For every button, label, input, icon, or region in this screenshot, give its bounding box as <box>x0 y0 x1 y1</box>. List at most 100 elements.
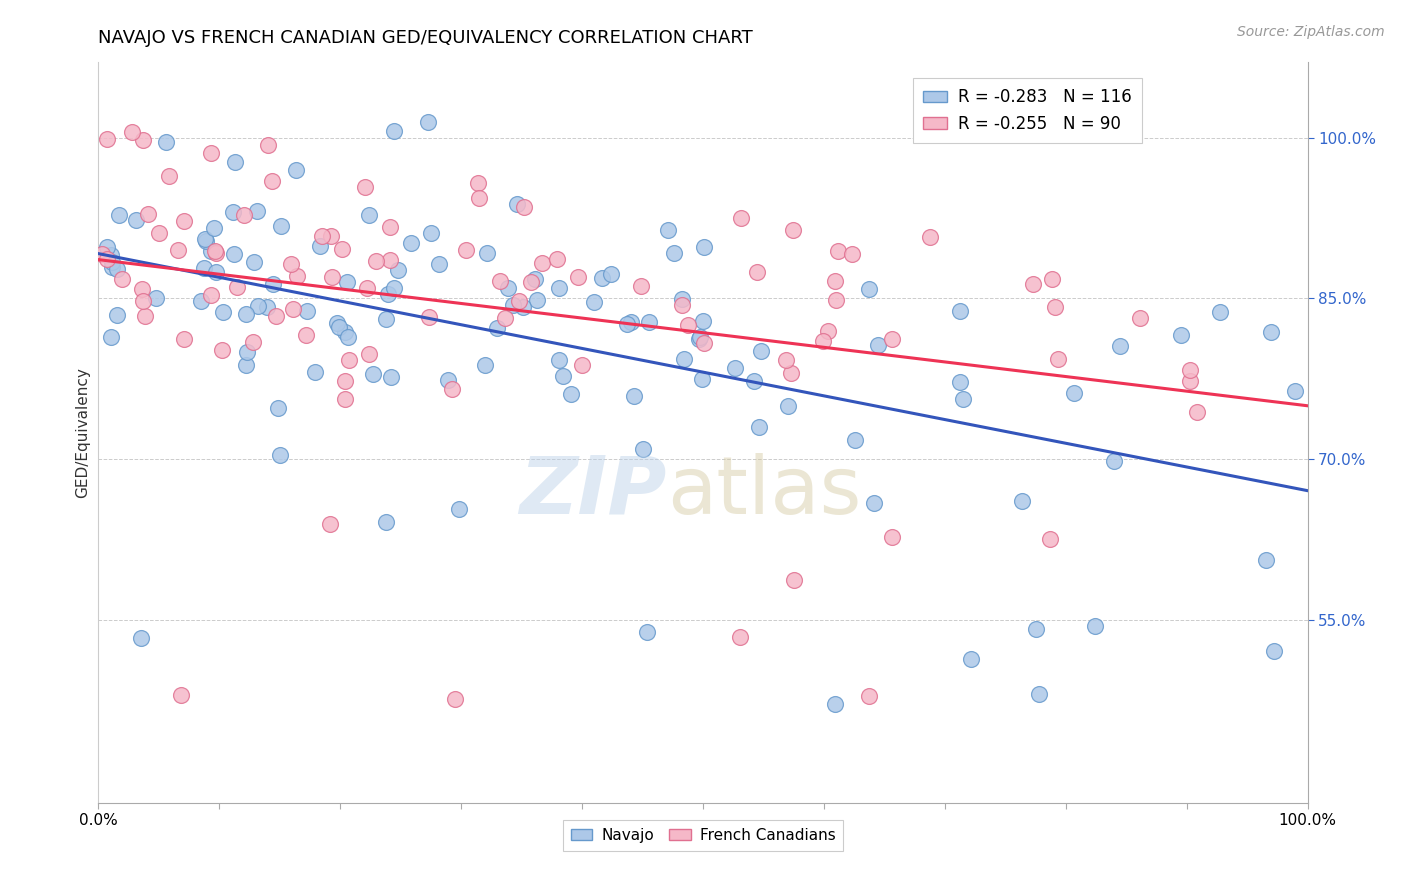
Point <box>496 281 519 295</box>
Point <box>246 299 269 313</box>
Point <box>505 197 527 211</box>
Point <box>200 244 222 258</box>
Point <box>676 318 699 332</box>
Point <box>285 162 308 177</box>
Point <box>336 275 359 289</box>
Point <box>599 267 621 281</box>
Point <box>222 205 245 219</box>
Point <box>858 690 880 704</box>
Point <box>222 246 245 260</box>
Point <box>623 389 645 403</box>
Point <box>266 401 288 415</box>
Point <box>357 347 380 361</box>
Point <box>190 294 212 309</box>
Point <box>336 330 359 344</box>
Point <box>243 255 266 269</box>
Point <box>827 244 849 259</box>
Point <box>1260 325 1282 339</box>
Point <box>382 124 405 138</box>
Point <box>1043 300 1066 314</box>
Point <box>354 180 377 194</box>
Point <box>1028 687 1050 701</box>
Point <box>1025 623 1047 637</box>
Point <box>242 334 264 349</box>
Point <box>270 219 292 234</box>
Point <box>866 337 889 351</box>
Point <box>295 328 318 343</box>
Point <box>134 309 156 323</box>
Point <box>121 125 143 139</box>
Point <box>813 334 835 348</box>
Point <box>657 223 679 237</box>
Point <box>321 270 343 285</box>
Point <box>204 244 226 258</box>
Point <box>155 135 177 149</box>
Point <box>817 324 839 338</box>
Point <box>224 155 246 169</box>
Point <box>262 277 284 291</box>
Point <box>920 230 942 244</box>
Point <box>443 691 465 706</box>
Point <box>858 281 880 295</box>
Point <box>1185 405 1208 419</box>
Point <box>378 220 401 235</box>
Point <box>749 343 772 358</box>
Point <box>266 309 288 323</box>
Point <box>1084 619 1107 633</box>
Point <box>1104 454 1126 468</box>
Point <box>1039 533 1062 547</box>
Point <box>157 169 180 183</box>
Point <box>337 353 360 368</box>
Point <box>571 359 593 373</box>
Point <box>636 624 658 639</box>
Point <box>129 631 152 645</box>
Point <box>494 311 516 326</box>
Point <box>591 270 613 285</box>
Point <box>776 399 799 413</box>
Point <box>1263 644 1285 658</box>
Point <box>824 697 846 711</box>
Point <box>531 256 554 270</box>
Point <box>630 278 652 293</box>
Point <box>366 253 388 268</box>
Point <box>105 308 128 322</box>
Point <box>486 321 509 335</box>
Point <box>377 287 399 301</box>
Point <box>526 293 548 307</box>
Point <box>779 366 801 380</box>
Point <box>96 132 118 146</box>
Point <box>96 252 118 266</box>
Point <box>1021 277 1043 292</box>
Point <box>440 382 463 396</box>
Point <box>145 291 167 305</box>
Y-axis label: GED/Equivalency: GED/Equivalency <box>75 368 90 498</box>
Point <box>567 269 589 284</box>
Point <box>1170 327 1192 342</box>
Point <box>949 375 972 389</box>
Point <box>100 255 122 269</box>
Point <box>742 374 765 388</box>
Point <box>200 145 222 160</box>
Point <box>1178 374 1201 388</box>
Legend: Navajo, French Canadians: Navajo, French Canadians <box>562 821 844 851</box>
Point <box>1129 310 1152 325</box>
Point <box>693 239 716 253</box>
Point <box>748 419 770 434</box>
Point <box>690 372 713 386</box>
Point <box>91 246 114 260</box>
Point <box>1046 351 1069 366</box>
Point <box>546 252 568 267</box>
Point <box>321 229 343 244</box>
Point <box>125 213 148 227</box>
Point <box>437 373 460 387</box>
Point <box>474 358 496 372</box>
Point <box>880 332 903 346</box>
Point <box>688 332 710 346</box>
Point <box>232 208 254 222</box>
Point <box>960 652 983 666</box>
Point <box>356 281 378 295</box>
Point <box>295 304 318 318</box>
Point <box>468 191 491 205</box>
Point <box>620 315 643 329</box>
Point <box>512 300 534 314</box>
